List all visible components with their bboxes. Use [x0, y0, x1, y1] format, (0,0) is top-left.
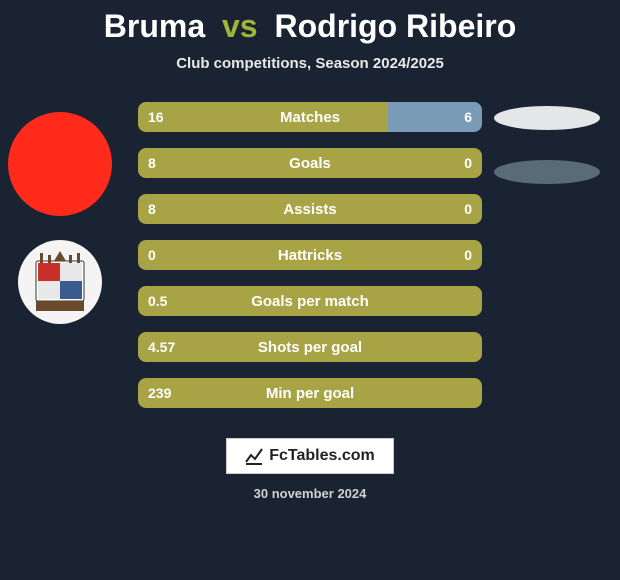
vs-label: vs: [222, 8, 258, 44]
secondary-ellipse: [494, 160, 600, 184]
player1-name: Bruma: [104, 8, 205, 44]
stat-bars: 16Matches68Goals08Assists00Hattricks00.5…: [138, 102, 482, 424]
stat-row: 0Hattricks0: [138, 240, 482, 270]
comparison-title: Bruma vs Rodrigo Ribeiro: [0, 0, 620, 45]
player-avatar: [8, 112, 112, 216]
stat-label: Goals per match: [138, 286, 482, 316]
footer: FcTables.com: [0, 438, 620, 474]
stat-value-right: 6: [464, 102, 472, 132]
stat-row: 0.5Goals per match: [138, 286, 482, 316]
stat-label: Min per goal: [138, 378, 482, 408]
subtitle: Club competitions, Season 2024/2025: [0, 55, 620, 72]
crest-icon: [30, 249, 90, 315]
stat-row: 239Min per goal: [138, 378, 482, 408]
avatar-column: [8, 112, 112, 216]
stat-label: Goals: [138, 148, 482, 178]
date-label: 30 november 2024: [0, 486, 620, 501]
stat-value-right: 0: [464, 194, 472, 224]
stat-row: 8Goals0: [138, 148, 482, 178]
stat-label: Matches: [138, 102, 482, 132]
ellipse-column: [494, 106, 600, 214]
club-crest: [18, 240, 102, 324]
player2-name: Rodrigo Ribeiro: [274, 8, 516, 44]
stat-row: 8Assists0: [138, 194, 482, 224]
stat-label: Shots per goal: [138, 332, 482, 362]
brand-icon: [245, 447, 263, 465]
brand-label: FcTables.com: [269, 447, 375, 465]
stats-stage: 16Matches68Goals08Assists00Hattricks00.5…: [0, 102, 620, 432]
brand-box: FcTables.com: [226, 438, 394, 474]
secondary-ellipse: [494, 106, 600, 130]
stat-value-right: 0: [464, 240, 472, 270]
stat-label: Assists: [138, 194, 482, 224]
stat-row: 4.57Shots per goal: [138, 332, 482, 362]
stat-row: 16Matches6: [138, 102, 482, 132]
stat-label: Hattricks: [138, 240, 482, 270]
stat-value-right: 0: [464, 148, 472, 178]
